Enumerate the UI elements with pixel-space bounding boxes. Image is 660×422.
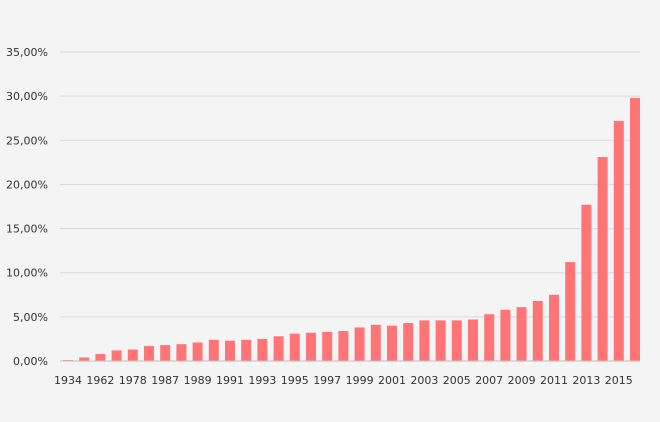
bar — [630, 97, 640, 361]
bar — [192, 342, 203, 361]
bar — [241, 339, 252, 361]
bar — [451, 320, 462, 361]
bar — [338, 330, 349, 361]
bar — [160, 345, 171, 361]
x-tick-label: 1989 — [184, 374, 212, 387]
y-tick-label: 20,00% — [6, 178, 48, 191]
bar — [306, 332, 316, 361]
bar — [565, 262, 576, 361]
x-tick-label: 2009 — [508, 374, 536, 387]
x-tick-label: 1999 — [346, 374, 374, 387]
bar — [484, 314, 495, 361]
bar — [468, 319, 478, 361]
x-tick-label: 2013 — [572, 374, 600, 387]
x-tick-label: 1934 — [54, 374, 82, 387]
y-tick-label: 15,00% — [6, 223, 48, 236]
gridlines — [60, 51, 640, 318]
bar — [273, 336, 284, 361]
bar — [79, 357, 90, 361]
bar — [403, 323, 414, 361]
y-tick-label: 5,00% — [13, 311, 48, 324]
bar — [370, 324, 381, 361]
y-tick-label: 25,00% — [6, 134, 48, 147]
y-tick-label: 35,00% — [6, 46, 48, 59]
bar — [127, 349, 138, 361]
bar — [289, 333, 300, 361]
bar — [111, 350, 122, 361]
bar — [95, 353, 106, 361]
bar — [516, 307, 527, 361]
x-tick-label: 1987 — [151, 374, 179, 387]
y-tick-label: 0,00% — [13, 355, 48, 368]
x-tick-label: 2003 — [410, 374, 438, 387]
y-tick-label: 30,00% — [6, 90, 48, 103]
y-tick-label: 10,00% — [6, 267, 48, 280]
y-axis-tick-labels: 0,00% 5,00% 10,00% 15,00% 20,00% 25,00% 30,00%… — [6, 46, 48, 368]
bars — [63, 97, 640, 361]
bar — [419, 320, 430, 361]
x-tick-label: 1993 — [248, 374, 276, 387]
x-tick-label: 1991 — [216, 374, 244, 387]
x-tick-label: 2011 — [540, 374, 568, 387]
x-tick-label: 1997 — [313, 374, 341, 387]
x-tick-label: 2005 — [443, 374, 471, 387]
bar — [597, 157, 608, 361]
bar — [549, 294, 559, 361]
bar — [208, 339, 219, 361]
bar — [144, 345, 154, 361]
x-axis-tick-labels: 1934 1962 1978 1987 1989 1991 1993 1995 1997 1999… — [54, 374, 633, 387]
bar — [581, 204, 592, 361]
x-tick-label: 2001 — [378, 374, 406, 387]
bar — [257, 338, 268, 361]
bar — [613, 120, 624, 361]
bar — [354, 327, 365, 361]
bar — [322, 331, 333, 361]
bar — [387, 325, 397, 361]
x-tick-label: 1962 — [86, 374, 114, 387]
x-tick-label: 1978 — [119, 374, 147, 387]
x-tick-label: 2015 — [605, 374, 633, 387]
bar — [176, 344, 187, 361]
x-tick-label: 2007 — [475, 374, 503, 387]
bar — [500, 309, 511, 361]
x-tick-label: 1995 — [281, 374, 309, 387]
bar — [435, 320, 446, 361]
bar — [225, 340, 235, 361]
bar — [532, 300, 543, 361]
